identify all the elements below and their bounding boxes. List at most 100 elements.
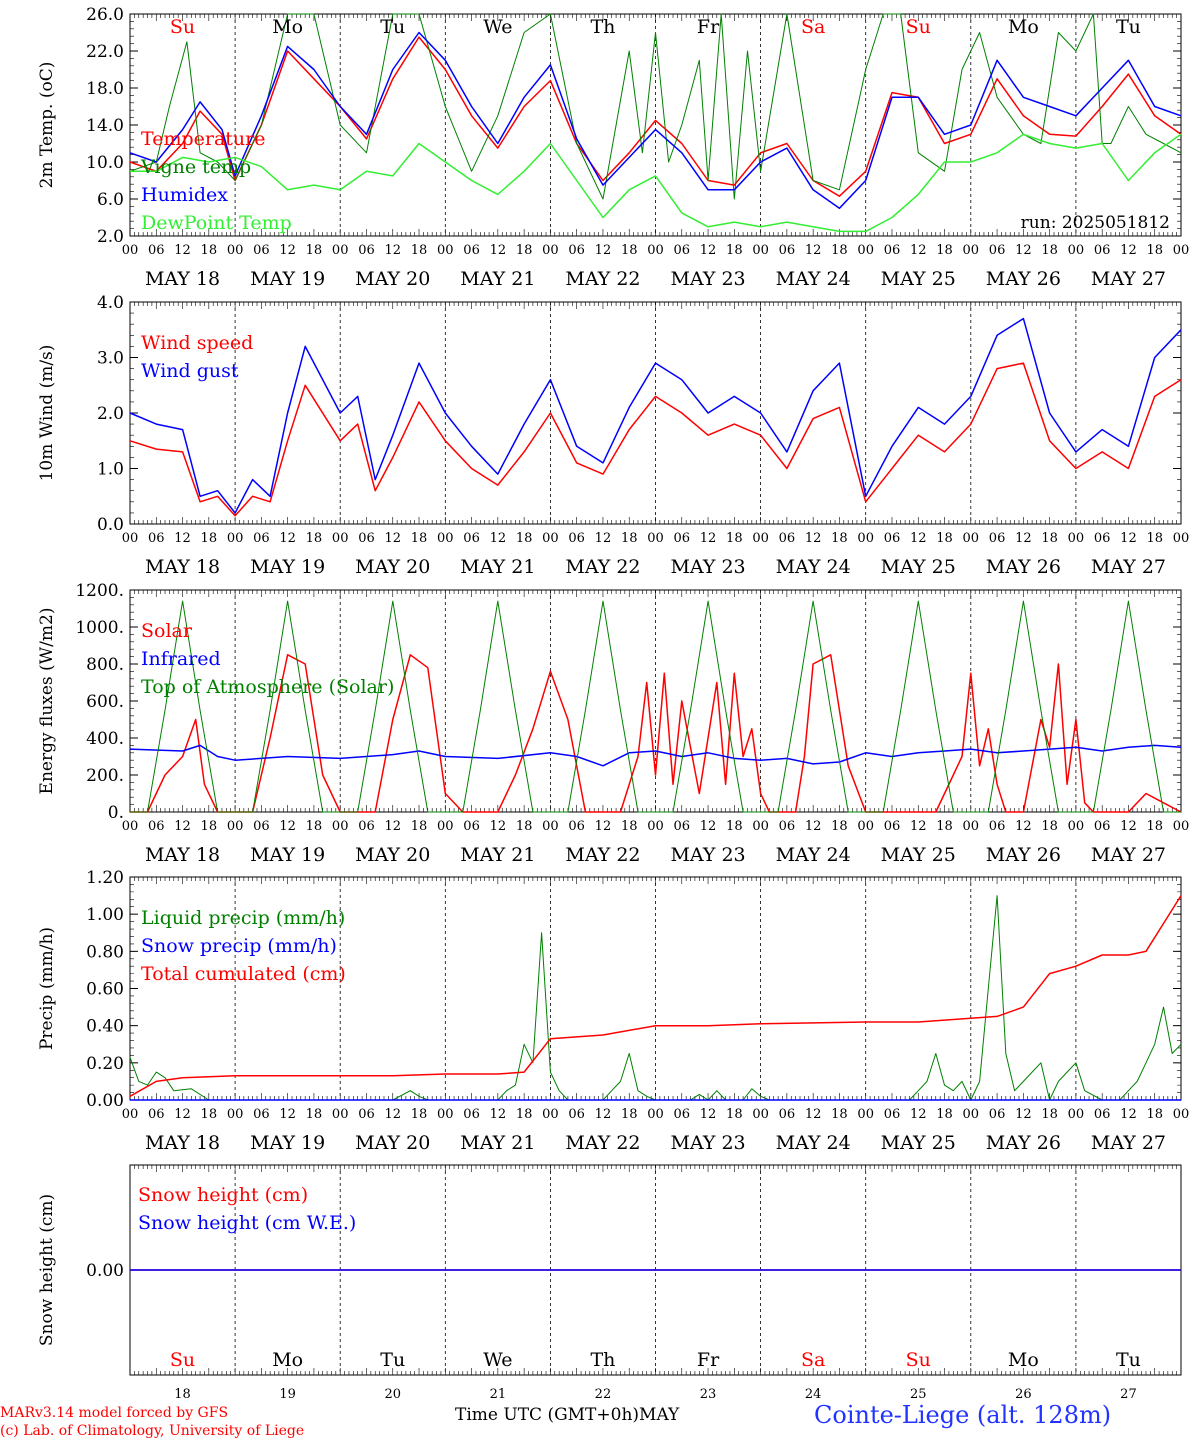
hour-label: 12 xyxy=(174,1107,191,1122)
hour-label: 06 xyxy=(1094,243,1111,258)
date-label: MAY 22 xyxy=(565,268,640,290)
hour-label: 06 xyxy=(148,819,165,834)
hour-label: 12 xyxy=(490,531,507,546)
hour-label: 12 xyxy=(1120,243,1137,258)
hour-label: 12 xyxy=(490,819,507,834)
hour-label: 18 xyxy=(306,1107,323,1122)
weekday-label: Fr xyxy=(697,16,720,38)
hour-label: 06 xyxy=(884,1107,901,1122)
weekday-label: Tu xyxy=(1116,16,1141,38)
hour-label: 00 xyxy=(332,531,349,546)
weekday-label: Su xyxy=(170,1349,195,1371)
hour-label: 06 xyxy=(463,1107,480,1122)
hour-label: 18 xyxy=(936,531,953,546)
hour-label: 18 xyxy=(831,819,848,834)
series-line-4 xyxy=(130,133,1182,233)
hour-label: 00 xyxy=(227,819,244,834)
legend-entry: Wind speed xyxy=(141,332,253,354)
hour-label: 12 xyxy=(174,819,191,834)
day-number-label: 18 xyxy=(174,1387,191,1402)
hour-label: 12 xyxy=(700,1107,717,1122)
hour-label: 00 xyxy=(1173,243,1190,258)
hour-label: 06 xyxy=(674,531,691,546)
hour-label: 06 xyxy=(884,243,901,258)
hour-label: 06 xyxy=(568,531,585,546)
hour-label: 18 xyxy=(936,819,953,834)
hour-label: 12 xyxy=(910,243,927,258)
hour-label: 06 xyxy=(148,1107,165,1122)
hour-label: 18 xyxy=(516,819,533,834)
y-tick-label: 6.0 xyxy=(97,190,124,210)
date-label: MAY 22 xyxy=(565,1132,640,1154)
day-number-label: 26 xyxy=(1015,1387,1032,1402)
hour-label: 06 xyxy=(358,819,375,834)
date-label: MAY 25 xyxy=(881,1132,956,1154)
y-tick-label: 0.40 xyxy=(86,1017,124,1037)
hour-label: 06 xyxy=(148,531,165,546)
y-tick-label: 1.00 xyxy=(86,905,124,925)
hour-label: 18 xyxy=(201,1107,218,1122)
hour-label: 18 xyxy=(1041,1107,1058,1122)
date-label: MAY 26 xyxy=(986,556,1061,578)
y-tick-label: 26.0 xyxy=(86,5,124,25)
legend-entry: Infrared xyxy=(141,648,221,670)
weekday-label: Mo xyxy=(1008,16,1039,38)
y-tick-label: 2.0 xyxy=(97,404,124,424)
hour-label: 00 xyxy=(963,1107,980,1122)
hour-ticks xyxy=(129,1165,1182,1375)
hour-label: 12 xyxy=(805,243,822,258)
y-tick-label: 14.0 xyxy=(86,116,124,136)
weekday-label: Th xyxy=(590,1349,615,1371)
hour-label: 06 xyxy=(568,1107,585,1122)
series-line-3 xyxy=(130,600,1181,813)
day-number-label: 22 xyxy=(595,1387,612,1402)
day-number-label: 23 xyxy=(700,1387,717,1402)
hour-label: 06 xyxy=(884,531,901,546)
hour-label: 06 xyxy=(1094,531,1111,546)
weekday-label: We xyxy=(483,16,512,38)
hour-label: 06 xyxy=(989,531,1006,546)
hour-label: 12 xyxy=(805,1107,822,1122)
y-tick-label: 400. xyxy=(86,729,124,749)
hour-ticks xyxy=(129,302,1182,524)
y-tick-label: 2.0 xyxy=(97,227,124,247)
hour-label: 00 xyxy=(857,1107,874,1122)
hour-label: 12 xyxy=(910,1107,927,1122)
date-label: MAY 22 xyxy=(565,844,640,866)
day-number-label: 20 xyxy=(384,1387,401,1402)
hour-label: 06 xyxy=(674,1107,691,1122)
hour-label: 06 xyxy=(568,819,585,834)
hour-label: 00 xyxy=(1068,531,1085,546)
hour-label: 18 xyxy=(306,819,323,834)
hour-label: 06 xyxy=(253,531,270,546)
hour-label: 06 xyxy=(989,1107,1006,1122)
hour-label: 18 xyxy=(831,243,848,258)
date-label: MAY 20 xyxy=(355,1132,430,1154)
hour-label: 06 xyxy=(358,531,375,546)
weekday-label: Su xyxy=(906,1349,931,1371)
hour-label: 18 xyxy=(516,1107,533,1122)
panel-2: 0.0 1.0 2.0 3.0 4.0 10m Wind (m/s) Wind speed W… xyxy=(37,293,1189,578)
weekday-label: Mo xyxy=(272,16,303,38)
hour-label: 12 xyxy=(174,531,191,546)
hour-label: 18 xyxy=(726,1107,743,1122)
hour-label: 06 xyxy=(989,819,1006,834)
hour-label: 18 xyxy=(411,243,428,258)
y-tick-label: 0.80 xyxy=(86,942,124,962)
y-tick-label: 3.0 xyxy=(97,349,124,369)
hour-label: 06 xyxy=(779,1107,796,1122)
hour-label: 12 xyxy=(595,531,612,546)
y-tick-label: 10.0 xyxy=(86,153,124,173)
weekday-label: We xyxy=(483,1349,512,1371)
hour-label: 18 xyxy=(201,243,218,258)
hour-label: 06 xyxy=(779,531,796,546)
hour-label: 06 xyxy=(253,819,270,834)
hour-label: 00 xyxy=(122,1107,139,1122)
weekday-label: Su xyxy=(170,16,195,38)
date-label: MAY 23 xyxy=(670,268,745,290)
series-line-1 xyxy=(129,362,1182,517)
y-axis-label: Energy fluxes (W/m2) xyxy=(37,608,57,795)
legend-entry: Liquid precip (mm/h) xyxy=(141,907,345,929)
hour-label: 00 xyxy=(752,243,769,258)
